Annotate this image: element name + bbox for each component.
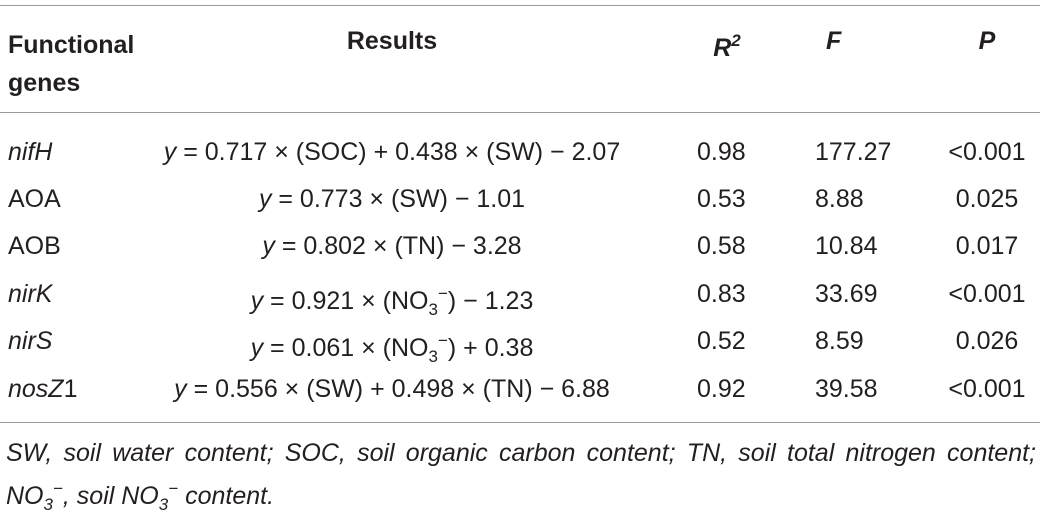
result: y = 0.921 × (NO3−) − 1.23 <box>122 279 662 325</box>
result: y = 0.773 × (SW) − 1.01 <box>122 184 662 214</box>
p: <0.001 <box>948 280 1026 308</box>
gene-text: 1 <box>63 375 78 403</box>
header-text: P <box>978 27 996 55</box>
result-text: = 0.802 × (TN) − 3.28 <box>274 232 522 260</box>
footnote-text: content. <box>178 482 275 510</box>
p: 0.025 <box>955 185 1019 213</box>
header-text: Results <box>346 27 438 55</box>
top-rule <box>0 5 1040 6</box>
result-var: y <box>174 375 187 403</box>
result-text: = 0.061 × (NO <box>263 334 429 362</box>
header-rule <box>0 112 1040 113</box>
header-genes: Functional genes <box>8 26 168 102</box>
result: y = 0.556 × (SW) + 0.498 × (TN) − 6.88 <box>122 374 662 404</box>
gene: nifH <box>8 137 52 167</box>
gene: AOA <box>8 184 61 214</box>
result-var: y <box>163 138 177 166</box>
result-var: y <box>250 287 264 315</box>
footnote-text: SW, soil water content; SOC, soil organi… <box>6 439 1036 510</box>
f: 10.84 <box>815 232 878 260</box>
result-text: = 0.921 × (NO <box>263 287 429 315</box>
f: 8.59 <box>815 327 864 355</box>
result-var: y <box>250 334 264 362</box>
r2: 0.83 <box>697 280 746 308</box>
result: y = 0.717 × (SOC) + 0.438 × (SW) − 2.07 <box>122 137 662 167</box>
bottom-rule <box>0 422 1040 423</box>
f: 177.27 <box>815 138 892 166</box>
result-text: = 0.773 × (SW) − 1.01 <box>271 185 526 213</box>
result-var: y <box>258 185 272 213</box>
result: y = 0.061 × (NO3−) + 0.38 <box>122 326 662 372</box>
r2: 0.98 <box>697 138 746 166</box>
superscript: − <box>437 331 448 350</box>
gene-text: AOB <box>8 232 61 260</box>
superscript: − <box>437 284 448 303</box>
subscript: 3 <box>428 300 438 319</box>
gene-text: AOA <box>8 185 61 213</box>
p: <0.001 <box>948 375 1026 403</box>
superscript: − <box>168 479 179 498</box>
subscript: 3 <box>43 495 53 510</box>
result-var: y <box>262 232 275 260</box>
gene-text: nirS <box>8 327 53 355</box>
subscript: 3 <box>158 495 169 510</box>
f: 39.58 <box>815 375 878 403</box>
footnote-text: , soil NO <box>62 482 159 510</box>
subscript: 3 <box>428 347 438 366</box>
gene: AOB <box>8 231 61 261</box>
header-text: F <box>826 27 842 55</box>
footnote: SW, soil water content; SOC, soil organi… <box>6 436 1036 510</box>
result-text: = 0.717 × (SOC) + 0.438 × (SW) − 2.07 <box>176 138 621 166</box>
header-superscript: 2 <box>731 31 741 50</box>
result-text: ) − 1.23 <box>447 287 534 315</box>
f: 8.88 <box>815 185 864 213</box>
gene: nirK <box>8 279 52 309</box>
gene-text: nosZ <box>8 375 64 403</box>
gene: nosZ1 <box>8 374 78 404</box>
r2: 0.53 <box>697 185 746 213</box>
r2: 0.52 <box>697 327 746 355</box>
header-r2: R2 <box>697 26 757 63</box>
p: <0.001 <box>948 138 1026 166</box>
result-text: = 0.556 × (SW) + 0.498 × (TN) − 6.88 <box>186 375 610 403</box>
superscript: − <box>52 479 63 498</box>
result-text: ) + 0.38 <box>447 334 534 362</box>
header-results: Results <box>122 26 662 56</box>
r2: 0.58 <box>697 232 746 260</box>
header-p: P <box>932 26 1040 56</box>
r2: 0.92 <box>697 375 746 403</box>
header-f: F <box>826 26 841 56</box>
p: 0.026 <box>955 327 1019 355</box>
header-text: Functional genes <box>8 31 135 97</box>
gene: nirS <box>8 326 52 356</box>
p: 0.017 <box>955 232 1019 260</box>
f: 33.69 <box>815 280 878 308</box>
header-text: R <box>713 34 732 62</box>
gene-text: nirK <box>8 280 53 308</box>
result: y = 0.802 × (TN) − 3.28 <box>122 231 662 261</box>
gene-text: nifH <box>8 138 53 166</box>
